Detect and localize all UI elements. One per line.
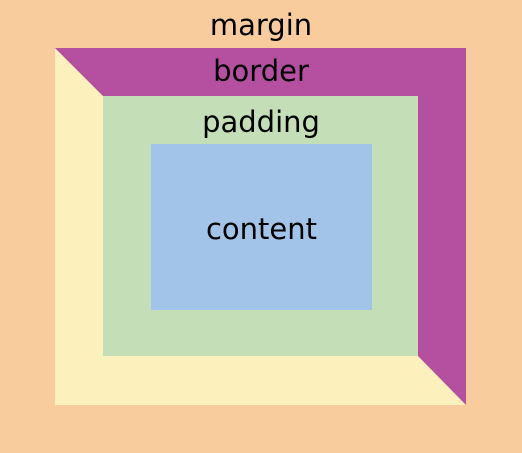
- margin-label: margin: [209, 8, 313, 42]
- border-dark-sides: [55, 48, 466, 405]
- border-light-sides: [55, 48, 466, 405]
- border-label: border: [213, 54, 309, 88]
- content-label: content: [205, 212, 318, 246]
- content-area: [151, 144, 372, 310]
- padding-label: padding: [202, 105, 320, 139]
